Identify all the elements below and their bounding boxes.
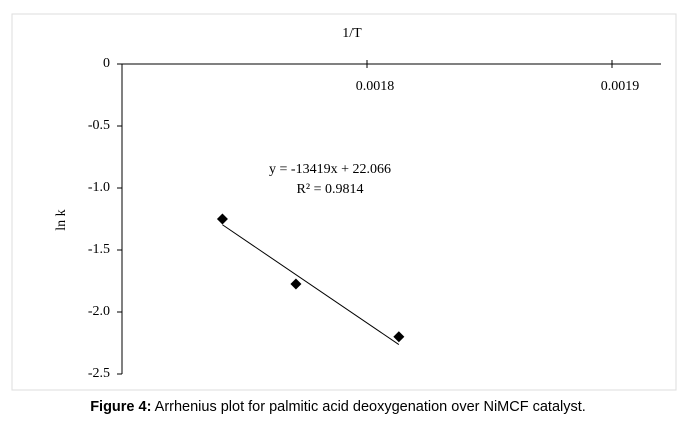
x-axis-title: 1/T — [342, 26, 362, 41]
equation: y = -13419x + 22.066 — [269, 162, 391, 177]
x-tick-label: 0.0019 — [601, 79, 640, 94]
r-squared: R² = 0.9814 — [297, 182, 364, 197]
y-tick-label: -0.5 — [88, 118, 110, 133]
x-tick-label: 0.0018 — [356, 79, 395, 94]
point — [393, 331, 405, 343]
y-tick-label: -2.5 — [88, 366, 110, 381]
y-tick-label: -1.0 — [88, 180, 110, 195]
caption-label: Figure 4: — [90, 399, 151, 415]
y-tick-label: 0 — [103, 56, 110, 71]
trendline — [222, 224, 400, 345]
caption-text: Arrhenius plot for palmitic acid deoxyge… — [151, 399, 585, 415]
frame — [11, 13, 677, 391]
point — [290, 278, 302, 290]
caption: Figure 4: Arrhenius plot for palmitic ac… — [90, 399, 586, 415]
point — [216, 213, 228, 225]
y-tick-label: -2.0 — [88, 304, 110, 319]
y-tick-label: -1.5 — [88, 242, 110, 257]
y-axis-title: ln k — [54, 209, 69, 230]
